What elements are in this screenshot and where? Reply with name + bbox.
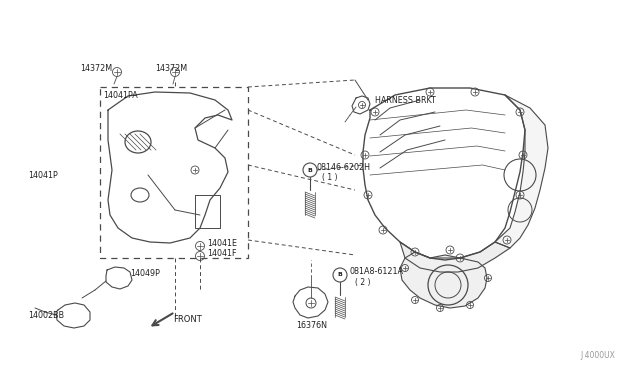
Text: ( 2 ): ( 2 ) [355,278,371,286]
Polygon shape [400,242,510,272]
Text: ( 1 ): ( 1 ) [322,173,337,182]
Text: J 4000UX: J 4000UX [580,351,615,360]
Text: 081A8-6121A: 081A8-6121A [350,267,404,276]
Text: 08146-6202H: 08146-6202H [317,163,371,171]
Text: 14372M: 14372M [155,64,187,73]
Text: FRONT: FRONT [173,315,202,324]
Text: 14049P: 14049P [130,269,160,278]
Polygon shape [400,252,487,308]
Text: 16376N: 16376N [296,321,327,330]
Polygon shape [495,95,548,248]
Text: B: B [337,273,342,278]
Text: B: B [308,167,312,173]
Text: 14002BB: 14002BB [28,311,64,320]
Text: 14041F: 14041F [207,250,237,259]
Text: 14041P: 14041P [28,170,58,180]
Text: 14372M: 14372M [80,64,112,73]
Text: 14041E: 14041E [207,238,237,247]
Text: HARNESS BRKT: HARNESS BRKT [375,96,436,105]
Text: 14041PA: 14041PA [103,90,138,99]
Bar [100,87,248,258]
